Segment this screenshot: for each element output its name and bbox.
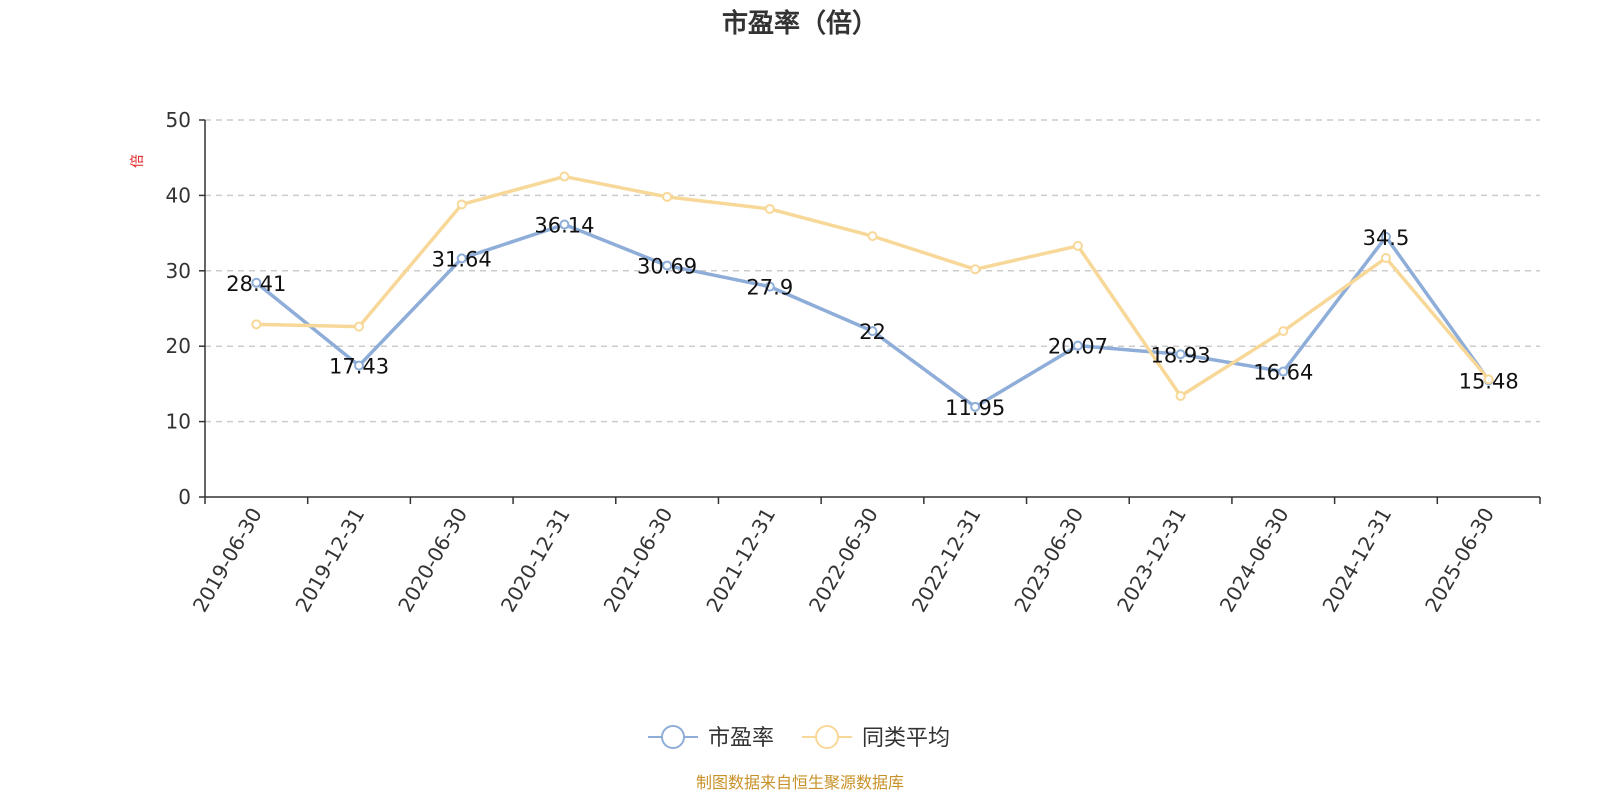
x-axis-ticks: 2019-06-30 2019-12-31 2020-06-30 2020-12-31… xyxy=(188,497,1541,617)
chart-title: 市盈率（倍） xyxy=(722,8,878,39)
data-label: 16.64 xyxy=(1253,361,1313,385)
data-label: 11.95 xyxy=(945,396,1005,420)
x-tick-label: 2023-12-31 xyxy=(1112,504,1191,617)
data-point xyxy=(764,281,775,292)
y-axis-ticks: 0 10 20 30 40 50 xyxy=(166,108,205,509)
data-point xyxy=(1072,340,1083,351)
x-tick-label: 2019-12-31 xyxy=(290,504,369,617)
data-label: 15.48 xyxy=(1459,369,1519,393)
data-point xyxy=(456,253,467,264)
legend-marker xyxy=(661,725,685,749)
data-point xyxy=(662,191,673,202)
y-tick-label: 40 xyxy=(166,183,191,207)
data-point xyxy=(251,277,262,288)
data-label: 34.5 xyxy=(1363,226,1410,250)
data-point xyxy=(1483,374,1494,385)
data-label: 22 xyxy=(859,320,886,344)
x-tick-label: 2024-12-31 xyxy=(1317,504,1396,617)
data-point xyxy=(354,360,365,371)
data-point xyxy=(559,219,570,230)
data-point xyxy=(1175,349,1186,360)
data-label: 18.93 xyxy=(1151,343,1211,367)
data-point xyxy=(1380,231,1391,242)
y-tick-label: 50 xyxy=(166,108,191,132)
data-point xyxy=(1072,240,1083,251)
x-tick-label: 2024-06-30 xyxy=(1215,504,1294,617)
x-tick-label: 2023-06-30 xyxy=(1009,504,1088,617)
x-tick-label: 2022-06-30 xyxy=(804,504,883,617)
x-tick-label: 2022-12-31 xyxy=(907,504,986,617)
series-layer xyxy=(251,171,1494,412)
data-point xyxy=(764,203,775,214)
data-label: 31.64 xyxy=(432,247,492,271)
x-tick-label: 2021-12-31 xyxy=(701,504,780,617)
data-point xyxy=(354,321,365,332)
legend-label: 同类平均 xyxy=(862,726,950,751)
axes xyxy=(204,120,1540,498)
data-point xyxy=(867,231,878,242)
data-label: 17.43 xyxy=(329,355,389,379)
y-tick-label: 0 xyxy=(178,485,191,509)
x-tick-label: 2019-06-30 xyxy=(188,504,267,617)
data-point xyxy=(970,401,981,412)
data-label: 28.41 xyxy=(226,272,286,296)
data-point xyxy=(559,171,570,182)
x-tick-label: 2020-12-31 xyxy=(496,504,575,617)
data-point xyxy=(867,326,878,337)
x-tick-label: 2025-06-30 xyxy=(1420,504,1499,617)
source-note: 制图数据来自恒生聚源数据库 xyxy=(696,773,904,792)
data-labels: 28.41 17.43 31.64 36.14 30.69 27.9 22 11.95 20.0… xyxy=(226,214,1518,420)
data-point xyxy=(251,319,262,330)
data-point xyxy=(456,199,467,210)
x-tick-label: 2021-06-30 xyxy=(599,504,678,617)
data-point xyxy=(970,264,981,275)
data-point xyxy=(1175,390,1186,401)
data-label: 36.14 xyxy=(534,214,594,238)
x-tick-label: 2020-06-30 xyxy=(393,504,472,617)
y-tick-label: 10 xyxy=(166,410,191,434)
y-tick-label: 20 xyxy=(166,334,191,358)
data-point xyxy=(1278,326,1289,337)
y-axis-unit-label: 倍 xyxy=(130,154,146,168)
y-tick-label: 30 xyxy=(166,259,191,283)
data-label: 20.07 xyxy=(1048,335,1108,359)
legend: 市盈率 同类平均 xyxy=(648,725,950,751)
data-label: 27.9 xyxy=(746,276,793,300)
grid-lines xyxy=(205,119,1540,423)
data-point xyxy=(662,260,673,271)
data-label: 30.69 xyxy=(637,255,697,279)
legend-marker xyxy=(815,725,840,749)
legend-label: 市盈率 xyxy=(708,726,774,751)
data-point xyxy=(1380,252,1391,263)
data-point xyxy=(1278,366,1289,377)
